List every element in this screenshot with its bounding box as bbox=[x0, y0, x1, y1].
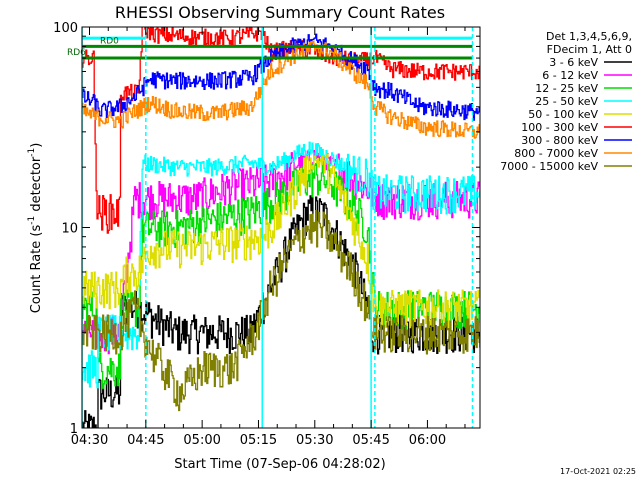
legend-label-8: 7000 - 15000 keV bbox=[500, 160, 598, 173]
x-tick-label-2: 05:00 bbox=[183, 433, 220, 448]
legend-label-7: 800 - 7000 keV bbox=[514, 147, 598, 160]
y-axis-label-sup1: -1 bbox=[27, 216, 37, 225]
y-tick-label-0: 1 bbox=[70, 422, 78, 437]
legend: Det 1,3,4,5,6,9,FDecim 1, Att 03 - 6 keV… bbox=[500, 30, 632, 173]
series-line-7 bbox=[82, 40, 480, 139]
rd-label-1: RD6 bbox=[67, 48, 86, 58]
series-line-6 bbox=[82, 33, 480, 121]
legend-label-1: 6 - 12 keV bbox=[542, 69, 598, 82]
rd-label-0: RD0 bbox=[100, 36, 119, 46]
legend-label-3: 25 - 50 keV bbox=[535, 95, 598, 108]
legend-label-6: 300 - 800 keV bbox=[521, 134, 598, 147]
x-tick-label-3: 05:15 bbox=[240, 433, 277, 448]
series-line-8 bbox=[82, 210, 480, 412]
plot-area: RD0 RD6 1 10 100 04:30 04:45 05:00 05:15 05:30 05:… bbox=[53, 21, 481, 448]
x-tick-label-0: 04:30 bbox=[71, 433, 108, 448]
x-tick-label-1: 04:45 bbox=[127, 433, 164, 448]
legend-label-2: 12 - 25 keV bbox=[535, 82, 598, 95]
y-tick-label-1: 10 bbox=[61, 222, 78, 237]
y-axis-label-main: Count Rate (s bbox=[29, 225, 44, 314]
chart-title: RHESSI Observing Summary Count Rates bbox=[115, 3, 445, 22]
x-axis-label: Start Time (07-Sep-06 04:28:02) bbox=[174, 457, 385, 472]
x-tick-label-5: 05:45 bbox=[352, 433, 389, 448]
info-line-1: FDecim 1, Att 0 bbox=[547, 43, 632, 56]
legend-label-4: 50 - 100 keV bbox=[528, 108, 598, 121]
y-axis-label-mid: detector bbox=[29, 156, 44, 216]
y-tick-label-2: 100 bbox=[53, 21, 78, 36]
y-axis-label-sup2: -1 bbox=[27, 148, 37, 157]
legend-label-0: 3 - 6 keV bbox=[549, 56, 598, 69]
y-axis-label-end: ) bbox=[29, 143, 44, 148]
x-tick-label-6: 06:00 bbox=[409, 433, 446, 448]
series-line-1 bbox=[82, 149, 480, 355]
legend-label-5: 100 - 300 keV bbox=[521, 121, 598, 134]
series-group bbox=[82, 27, 480, 428]
series-line-3 bbox=[82, 141, 480, 389]
x-tick-label-4: 05:30 bbox=[296, 433, 333, 448]
y-axis-label: Count Rate (s-1 detector-1) bbox=[27, 143, 44, 314]
series-line-4 bbox=[82, 153, 480, 330]
timestamp: 17-Oct-2021 02:25 bbox=[560, 467, 636, 476]
info-line-0: Det 1,3,4,5,6,9, bbox=[546, 30, 632, 43]
